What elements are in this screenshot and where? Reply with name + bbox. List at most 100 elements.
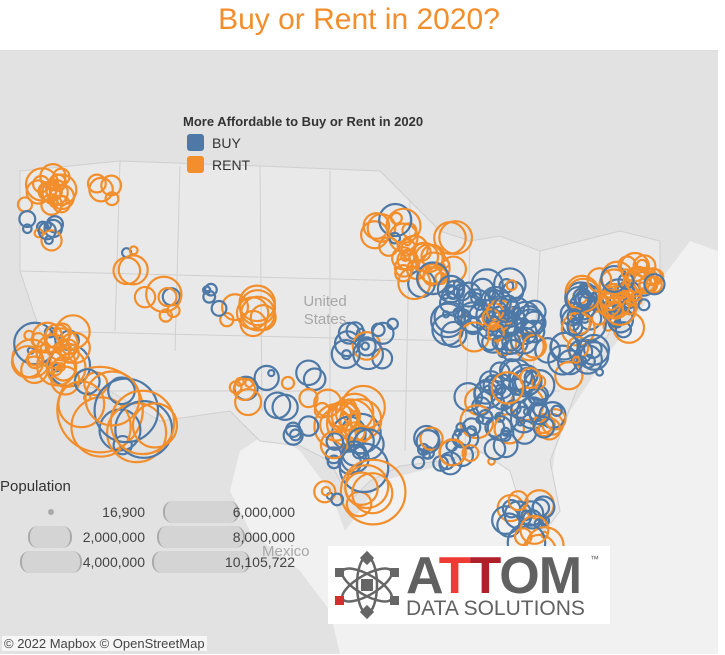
city-marker[interactable] (515, 308, 546, 339)
city-marker[interactable] (313, 388, 343, 418)
city-marker[interactable] (532, 401, 549, 418)
city-marker[interactable] (445, 285, 461, 301)
city-marker[interactable] (531, 498, 551, 518)
city-marker[interactable] (282, 424, 304, 446)
city-marker[interactable] (550, 404, 563, 417)
city-marker[interactable] (394, 264, 413, 283)
city-marker[interactable] (39, 342, 51, 353)
city-marker[interactable] (362, 212, 391, 240)
city-marker[interactable] (263, 391, 292, 420)
city-marker[interactable] (344, 471, 379, 506)
city-marker[interactable] (378, 202, 413, 238)
city-marker[interactable] (70, 396, 132, 458)
city-marker[interactable] (461, 288, 492, 319)
city-marker[interactable] (210, 299, 228, 317)
city-marker[interactable] (475, 415, 485, 425)
city-marker[interactable] (40, 229, 63, 252)
city-marker[interactable] (509, 326, 539, 355)
city-marker[interactable] (157, 287, 178, 308)
city-marker[interactable] (320, 485, 332, 497)
city-marker[interactable] (253, 364, 280, 392)
city-marker[interactable] (457, 427, 480, 450)
city-marker[interactable] (391, 246, 416, 271)
city-marker[interactable] (106, 402, 168, 464)
city-marker[interactable] (455, 281, 482, 308)
city-marker[interactable] (239, 295, 276, 332)
city-marker[interactable] (566, 308, 583, 325)
city-marker[interactable] (408, 241, 440, 273)
city-marker[interactable] (574, 290, 592, 309)
city-marker[interactable] (492, 432, 519, 459)
city-marker[interactable] (330, 338, 361, 370)
city-marker[interactable] (488, 321, 499, 331)
city-marker[interactable] (603, 292, 637, 327)
city-marker[interactable] (109, 389, 176, 456)
city-marker[interactable] (55, 314, 91, 350)
city-marker[interactable] (498, 278, 515, 294)
city-marker[interactable] (433, 300, 467, 334)
city-marker[interactable] (37, 221, 57, 241)
city-marker[interactable] (298, 388, 319, 409)
city-marker[interactable] (22, 223, 33, 235)
city-marker[interactable] (23, 329, 35, 341)
city-marker[interactable] (415, 261, 450, 296)
city-marker[interactable] (453, 382, 484, 412)
city-marker[interactable] (645, 275, 663, 294)
city-marker[interactable] (234, 388, 263, 417)
city-marker[interactable] (440, 320, 468, 348)
city-marker[interactable] (521, 319, 546, 344)
city-marker[interactable] (47, 361, 63, 377)
city-marker[interactable] (221, 293, 250, 322)
city-marker[interactable] (549, 331, 579, 361)
city-marker[interactable] (232, 377, 257, 402)
city-marker[interactable] (302, 367, 327, 392)
city-marker[interactable] (451, 428, 472, 449)
city-marker[interactable] (438, 220, 474, 255)
city-marker[interactable] (456, 301, 489, 334)
city-marker[interactable] (352, 338, 384, 371)
city-marker[interactable] (544, 408, 567, 431)
city-marker[interactable] (52, 194, 71, 214)
city-marker[interactable] (128, 245, 139, 256)
city-marker[interactable] (131, 402, 179, 449)
city-marker[interactable] (158, 308, 173, 323)
city-marker[interactable] (624, 265, 652, 294)
city-marker[interactable] (57, 380, 106, 429)
city-marker[interactable] (347, 427, 375, 455)
city-marker[interactable] (477, 409, 494, 426)
city-marker[interactable] (461, 444, 480, 463)
city-marker[interactable] (505, 279, 518, 292)
city-marker[interactable] (595, 367, 605, 377)
city-marker[interactable] (112, 434, 133, 456)
city-marker[interactable] (386, 317, 399, 331)
city-marker[interactable] (114, 400, 174, 459)
city-marker[interactable] (238, 284, 276, 323)
city-marker[interactable] (438, 438, 466, 467)
city-marker[interactable] (338, 442, 390, 494)
city-marker[interactable] (453, 428, 463, 437)
city-marker[interactable] (389, 211, 403, 225)
city-marker[interactable] (635, 258, 649, 272)
city-marker[interactable] (313, 480, 337, 504)
city-marker[interactable] (637, 298, 651, 312)
city-marker[interactable] (419, 426, 444, 451)
city-marker[interactable] (284, 421, 302, 438)
city-marker[interactable] (515, 416, 526, 427)
city-marker[interactable] (49, 198, 60, 209)
city-marker[interactable] (100, 174, 123, 197)
city-marker[interactable] (577, 333, 611, 366)
city-marker[interactable] (45, 173, 78, 206)
city-marker[interactable] (340, 349, 352, 361)
city-marker[interactable] (568, 339, 594, 365)
city-marker[interactable] (288, 428, 302, 442)
city-marker[interactable] (598, 268, 630, 300)
city-marker[interactable] (643, 273, 666, 296)
city-marker[interactable] (438, 453, 456, 471)
city-marker[interactable] (422, 451, 431, 460)
city-marker[interactable] (605, 300, 625, 319)
city-marker[interactable] (295, 359, 322, 387)
city-marker[interactable] (325, 432, 345, 451)
city-marker[interactable] (491, 334, 508, 351)
city-marker[interactable] (507, 377, 526, 396)
city-marker[interactable] (133, 285, 157, 309)
